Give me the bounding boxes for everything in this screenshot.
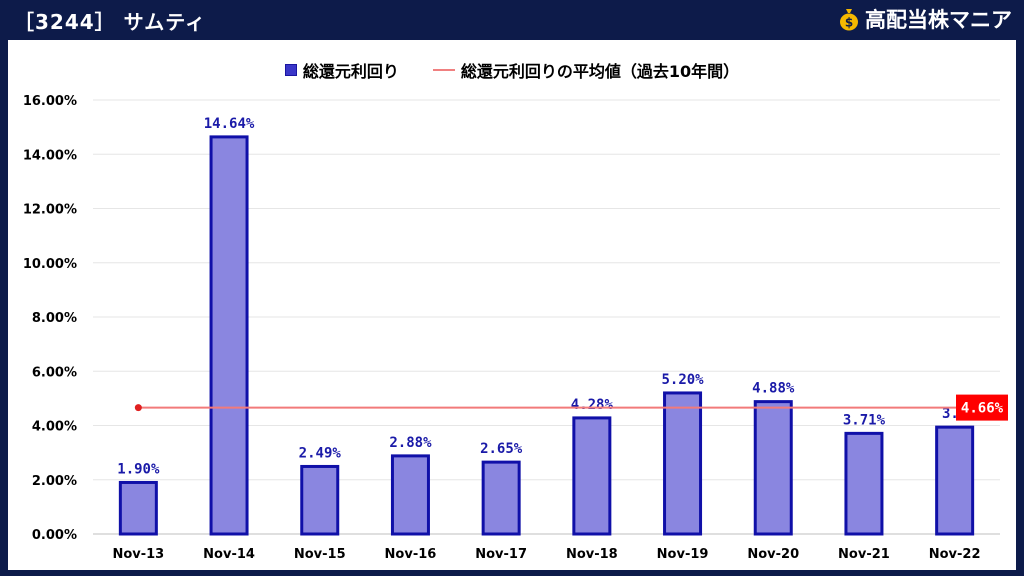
- bar: [118, 480, 158, 536]
- legend-bar-label: 総還元利回り: [302, 62, 399, 81]
- x-tick-label: Nov-15: [294, 547, 346, 562]
- bar: [753, 400, 793, 536]
- y-tick-label: 0.00%: [32, 528, 77, 543]
- x-tick-label: Nov-16: [385, 547, 437, 562]
- x-tick-label: Nov-13: [112, 547, 164, 562]
- bar-chart: 0.00% 2.00% 4.00% 6.00% 8.00% 10.00% 12.00% 14.…: [23, 94, 1008, 562]
- money-bag-icon: $: [839, 7, 859, 31]
- bar: [209, 135, 249, 536]
- bar: [481, 460, 521, 536]
- bar-value-label: 2.65%: [480, 441, 523, 457]
- brand-logo: $ 高配当株マニア: [839, 4, 1012, 34]
- x-tick-label: Nov-19: [657, 547, 709, 562]
- x-tick-label: Nov-17: [475, 547, 527, 562]
- bar: [935, 425, 975, 536]
- svg-text:$: $: [845, 16, 853, 30]
- legend-line-label: 総還元利回りの平均値（過去10年間）: [460, 62, 740, 81]
- x-tick-label: Nov-22: [929, 547, 981, 562]
- chart-panel: 総還元利回り 総還元利回りの平均値（過去10年間） 0.00% 2.00% 4.00…: [8, 40, 1016, 570]
- y-tick-label: 8.00%: [32, 311, 77, 326]
- bar: [663, 391, 703, 536]
- x-tick-label: Nov-14: [203, 547, 255, 562]
- y-tick-label: 16.00%: [23, 94, 77, 109]
- x-tick-label: Nov-18: [566, 547, 618, 562]
- chart-legend: 総還元利回り 総還元利回りの平均値（過去10年間）: [8, 58, 1016, 82]
- bar-value-label: 5.20%: [661, 372, 704, 388]
- legend-item-average: 総還元利回りの平均値（過去10年間）: [432, 58, 740, 82]
- bar-value-label: 3.71%: [843, 412, 886, 428]
- y-tick-label: 6.00%: [32, 365, 77, 380]
- bar: [300, 464, 340, 536]
- x-tick-label: Nov-21: [838, 547, 890, 562]
- y-tick-label: 14.00%: [23, 148, 77, 163]
- y-tick-label: 10.00%: [23, 257, 77, 272]
- bar: [844, 431, 884, 536]
- legend-item-bars: 総還元利回り: [284, 58, 399, 82]
- page-title: ［3244］ サムティ: [14, 10, 207, 34]
- x-tick-label: Nov-20: [747, 547, 799, 562]
- average-label-box: [956, 394, 1008, 421]
- bar: [572, 416, 612, 536]
- y-tick-label: 4.00%: [32, 420, 77, 435]
- average-start-marker: [134, 404, 142, 412]
- y-tick-label: 2.00%: [32, 474, 77, 489]
- brand-name: 高配当株マニア: [865, 8, 1012, 32]
- bar-value-label: 4.28%: [571, 397, 614, 413]
- header-bar: ［3244］ サムティ $ 高配当株マニア: [0, 0, 1024, 40]
- bar-value-label: 2.88%: [389, 435, 432, 451]
- bar-value-label: 1.90%: [117, 461, 160, 477]
- bar-value-label: 14.64%: [204, 116, 255, 132]
- y-tick-label: 12.00%: [23, 203, 77, 218]
- legend-line-swatch: [432, 69, 455, 71]
- legend-bar-swatch: [284, 64, 297, 76]
- average-value-label: 4.66%: [961, 401, 1004, 417]
- bar-value-label: 4.88%: [752, 381, 795, 397]
- bar-value-label: 2.49%: [299, 445, 342, 461]
- bar: [390, 454, 430, 536]
